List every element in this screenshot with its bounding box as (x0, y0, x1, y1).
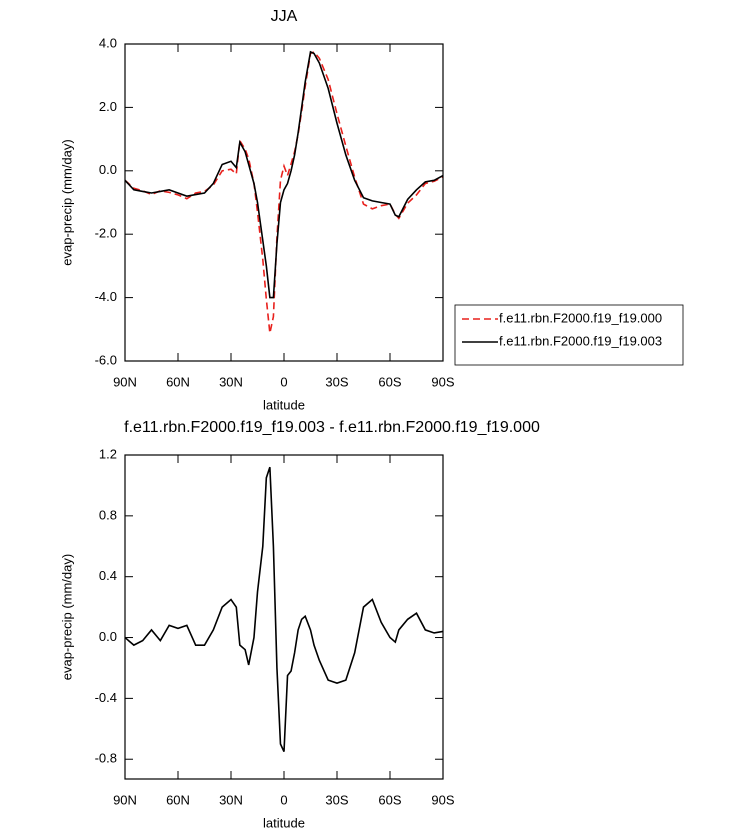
x-tick-label: 60S (378, 792, 401, 807)
y-axis-label: evap-precip (mm/day) (59, 554, 74, 680)
x-tick-label: 90S (431, 792, 454, 807)
legend-label: f.e11.rbn.F2000.f19_f19.003 (499, 333, 662, 348)
x-axis-label: latitude (263, 815, 305, 830)
legend-label: f.e11.rbn.F2000.f19_f19.000 (499, 310, 662, 325)
y-tick-label: -0.4 (95, 690, 117, 705)
plot-frame (124, 454, 444, 780)
y-tick-label: 0.0 (99, 162, 117, 177)
series-line (124, 466, 444, 752)
plot-frame (124, 43, 444, 362)
legend-box (454, 304, 684, 366)
x-tick-label: 60N (166, 374, 190, 389)
x-tick-label: 0 (280, 374, 287, 389)
y-tick-label: 2.0 (99, 99, 117, 114)
series-line (124, 50, 444, 299)
x-axis-label: latitude (263, 397, 305, 412)
x-tick-label: 30S (325, 792, 348, 807)
y-tick-label: 4.0 (99, 35, 117, 50)
chart-title: JJA (271, 8, 298, 25)
y-axis-label: evap-precip (mm/day) (59, 139, 74, 265)
y-tick-label: -2.0 (95, 226, 117, 241)
x-tick-label: 60S (378, 374, 401, 389)
y-tick-label: 0.4 (99, 568, 117, 583)
y-tick-label: 0.0 (99, 629, 117, 644)
y-tick-label: -4.0 (95, 289, 117, 304)
x-tick-label: 30N (219, 374, 243, 389)
chart-title: f.e11.rbn.F2000.f19_f19.003 - f.e11.rbn.… (124, 419, 540, 436)
x-tick-label: 90N (113, 792, 137, 807)
y-tick-label: -6.0 (95, 352, 117, 367)
x-tick-label: 30N (219, 792, 243, 807)
x-tick-label: 90S (431, 374, 454, 389)
y-tick-label: 1.2 (99, 446, 117, 461)
x-tick-label: 0 (280, 792, 287, 807)
series-line (124, 50, 444, 334)
y-tick-label: 0.8 (99, 507, 117, 522)
x-tick-label: 90N (113, 374, 137, 389)
x-tick-label: 60N (166, 792, 190, 807)
y-tick-label: -0.8 (95, 751, 117, 766)
x-tick-label: 30S (325, 374, 348, 389)
